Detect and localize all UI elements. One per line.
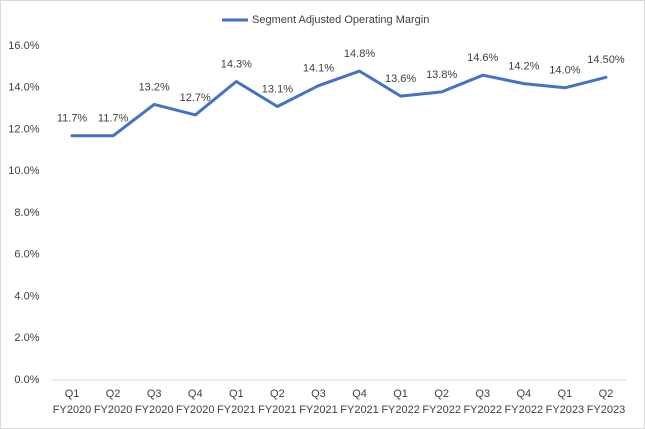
x-tick-label: Q1 FY2020 (53, 388, 92, 416)
x-tick-label: Q1 FY2021 (217, 388, 256, 416)
x-tick-label: Q1 FY2023 (546, 388, 585, 416)
data-label: 14.2% (508, 60, 539, 72)
y-tick-label: 8.0% (14, 207, 39, 219)
data-label: 14.50% (587, 54, 625, 66)
y-tick-label: 14.0% (8, 82, 39, 94)
y-tick-label: 2.0% (14, 332, 39, 344)
data-label: 13.1% (262, 83, 293, 95)
y-tick-label: 4.0% (14, 290, 39, 302)
x-tick-label: Q4 FY2021 (340, 388, 379, 416)
x-tick-label: Q2 FY2021 (258, 388, 297, 416)
x-tick-label: Q1 FY2022 (381, 388, 420, 416)
x-tick-label: Q3 FY2020 (135, 388, 174, 416)
data-label: 14.8% (344, 48, 375, 60)
data-label: 14.0% (549, 65, 580, 77)
data-label: 14.6% (467, 52, 498, 64)
data-label: 12.7% (180, 92, 211, 104)
y-tick-label: 0.0% (14, 374, 39, 386)
data-label: 14.3% (221, 58, 252, 70)
data-label: 13.6% (385, 73, 416, 85)
y-tick-label: 16.0% (8, 40, 39, 52)
y-tick-label: 10.0% (8, 165, 39, 177)
series-line (70, 69, 608, 138)
data-label: 11.7% (57, 113, 88, 125)
data-label: 13.2% (139, 81, 170, 93)
y-tick-label: 6.0% (14, 249, 39, 261)
legend-label: Segment Adjusted Operating Margin (252, 14, 429, 26)
x-tick-label: Q4 FY2020 (176, 388, 215, 416)
y-tick-label: 12.0% (8, 123, 39, 135)
data-label: 13.8% (426, 69, 457, 81)
x-tick-label: Q3 FY2021 (299, 388, 338, 416)
data-label: 14.1% (303, 63, 334, 75)
x-tick-label: Q2 FY2020 (94, 388, 133, 416)
data-label: 11.7% (98, 113, 129, 125)
x-tick-label: Q3 FY2022 (463, 388, 502, 416)
x-tick-label: Q2 FY2023 (587, 388, 626, 416)
x-tick-label: Q4 FY2022 (505, 388, 544, 416)
x-tick-label: Q2 FY2022 (422, 388, 461, 416)
